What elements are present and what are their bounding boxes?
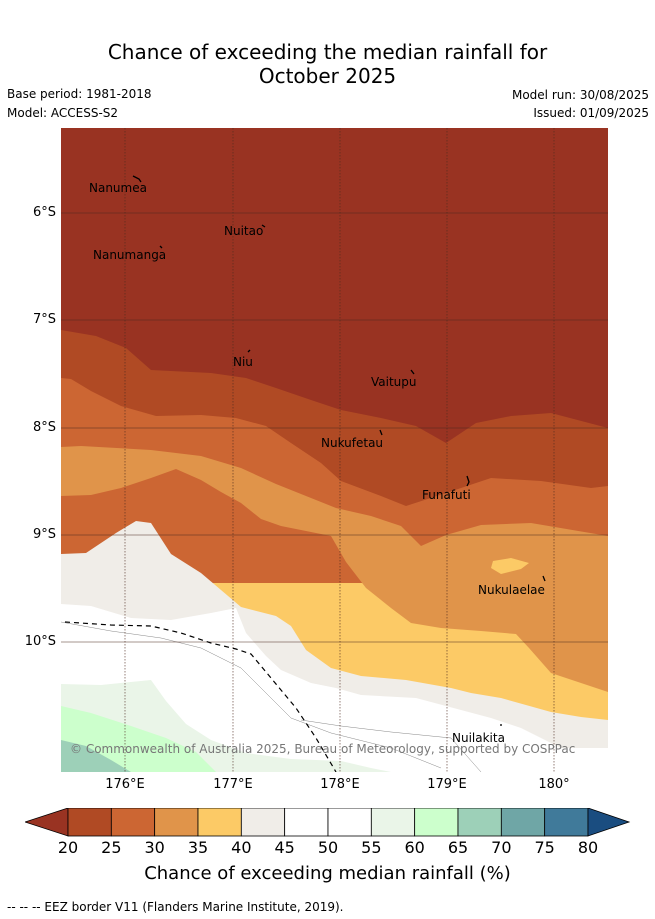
- colorbar-cell: [370, 807, 416, 837]
- colorbar-tick-label: 75: [534, 838, 555, 857]
- colorbar-cell: [154, 807, 199, 837]
- model-run: Model run: 30/08/2025: [511, 88, 649, 102]
- contour-lines: [61, 621, 482, 772]
- place-nukulaelae: Nukulaelae: [478, 583, 545, 597]
- colorbar-tick-label: 20: [57, 838, 79, 857]
- place-nuilakita: Nuilakita: [452, 731, 505, 745]
- colorbar-tick-label: 55: [361, 838, 382, 857]
- island-nanumanga: [159, 245, 163, 249]
- latitude-lines: [61, 212, 608, 643]
- lon-label-180: 180°: [538, 777, 570, 792]
- place-niu: Niu: [233, 355, 253, 369]
- chart-title: Chance of exceeding the median rainfall …: [0, 40, 655, 88]
- island-nukulaelae: [542, 575, 546, 582]
- colorbar-cell: [500, 807, 546, 837]
- lon-label-178e: 178°E: [320, 777, 360, 792]
- island-nukufetau: [379, 429, 383, 436]
- rainfall-contours: [61, 128, 608, 772]
- title-line-2: October 2025: [258, 64, 397, 88]
- colorbar-svg: [23, 807, 631, 837]
- colorbar-cell: [240, 807, 286, 837]
- title-line-1: Chance of exceeding the median rainfall …: [107, 40, 548, 64]
- place-funafuti: Funafuti: [422, 488, 471, 502]
- copyright-notice: © Commonwealth of Australia 2025, Bureau…: [70, 742, 576, 756]
- eez-footnote: -- -- -- EEZ border V11 (Flanders Marine…: [7, 900, 344, 914]
- place-nanumea: Nanumea: [89, 181, 147, 195]
- base-period: Base period: 1981-2018: [7, 87, 152, 101]
- island-nuitao: [261, 224, 266, 228]
- colorbar-tick-label: 40: [231, 838, 252, 857]
- island-niu: [247, 349, 251, 353]
- colorbar-tick-label: 45: [274, 838, 295, 857]
- band-45-55: [61, 604, 608, 772]
- band-below-20: [61, 128, 608, 443]
- colorbar-cell: [414, 807, 459, 837]
- colorbar-tick-label: 65: [447, 838, 469, 857]
- lat-label-9s: 9°S: [32, 527, 56, 542]
- colorbar-cell: [327, 807, 372, 837]
- colorbar-cell: [544, 807, 589, 837]
- lat-label-10s: 10°S: [24, 634, 56, 649]
- lat-label-7s: 7°S: [32, 312, 56, 327]
- model-name: Model: ACCESS-S2: [7, 106, 119, 120]
- lat-label-8s: 8°S: [32, 420, 56, 435]
- colorbar-tick-label: 80: [577, 838, 599, 857]
- colorbar-tick-label: 30: [144, 838, 165, 857]
- issued-date: Issued: 01/09/2025: [533, 106, 649, 120]
- island-funafuti: [466, 475, 470, 487]
- colorbar-tick-label: 25: [101, 838, 122, 857]
- patch-40-45-near-nukulaelae: [491, 558, 529, 574]
- colorbar-cell: [197, 807, 242, 837]
- lat-label-6s: 6°S: [32, 205, 56, 220]
- island-shapes: [132, 175, 546, 726]
- island-nanumea: [132, 175, 142, 183]
- graticule: [124, 128, 555, 772]
- colorbar-tick-label: 70: [491, 838, 512, 857]
- colorbar-low-extend: [23, 807, 69, 837]
- colorbar-cell: [67, 807, 112, 837]
- lon-label-179e: 179°E: [427, 777, 467, 792]
- colorbar-tick-label: 60: [404, 838, 425, 857]
- colorbar-label: Chance of exceeding median rainfall (%): [144, 863, 511, 884]
- eez-border: [64, 621, 337, 772]
- island-vaitupu: [410, 369, 415, 375]
- rainfall-map[interactable]: [61, 128, 608, 772]
- band-65-70: [61, 740, 131, 772]
- lon-label-176e: 176°E: [105, 777, 145, 792]
- colorbar-cell: [457, 807, 502, 837]
- colorbar: [23, 807, 631, 842]
- place-vaitupu: Vaitupu: [371, 375, 417, 389]
- lon-label-177e: 177°E: [213, 777, 253, 792]
- colorbar-cell: [110, 807, 156, 837]
- colorbar-tick-label: 50: [317, 838, 339, 857]
- colorbar-tick-label: 35: [187, 838, 209, 857]
- place-nukufetau: Nukufetau: [321, 436, 384, 450]
- colorbar-cell: [284, 807, 329, 837]
- place-nuitao: Nuitao: [224, 224, 264, 238]
- colorbar-high-extend: [587, 807, 631, 837]
- place-nanumanga: Nanumanga: [93, 248, 167, 262]
